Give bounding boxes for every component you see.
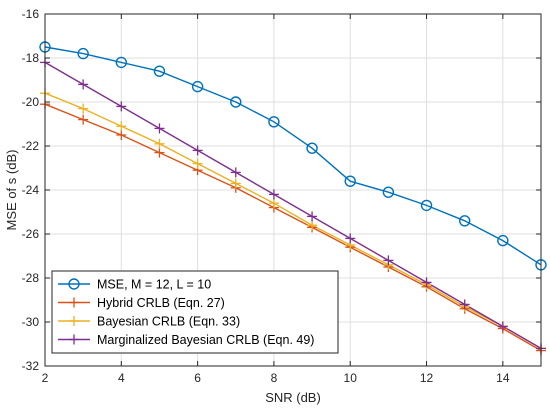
data-point-s3-12 [497, 321, 508, 332]
legend-label-3: Marginalized Bayesian CRLB (Eqn. 49) [97, 333, 314, 347]
y-tick-label: -16 [22, 7, 40, 21]
legend-label-1: Hybrid CRLB (Eqn. 27) [97, 296, 225, 310]
data-point-s0-2 [115, 56, 128, 69]
data-point-s0-1 [77, 47, 89, 60]
data-point-s3-1 [78, 79, 89, 90]
data-point-s0-11 [458, 215, 471, 227]
x-axis-label: SNR (dB) [265, 390, 321, 405]
data-point-s0-3 [153, 65, 166, 77]
series-line-3 [44, 61, 542, 350]
axis-ticks [44, 13, 541, 367]
data-point-s3-5 [230, 167, 241, 178]
data-point-s0-4 [191, 80, 204, 93]
y-tick-label: -32 [22, 359, 40, 373]
y-tick-label: -22 [22, 139, 40, 153]
legend-marker-3 [69, 334, 79, 345]
data-point-s3-9 [383, 255, 394, 266]
data-point-s3-7 [307, 211, 318, 222]
data-point-s0-6 [268, 116, 280, 128]
data-point-s3-2 [116, 101, 127, 112]
data-point-s0-9 [382, 186, 395, 198]
y-tick-label: -26 [22, 227, 40, 241]
x-tick-label: 12 [420, 371, 434, 385]
data-point-s2-3 [154, 138, 165, 149]
x-tick-label: 14 [496, 371, 510, 385]
data-point-s3-6 [268, 189, 279, 200]
y-tick-label: -30 [22, 315, 40, 329]
data-point-s0-8 [344, 175, 356, 187]
y-tick-label: -20 [22, 95, 40, 109]
x-tick-labels: 2 4 6 8 10 12 14 [42, 371, 510, 385]
legend-marker-1 [69, 297, 79, 308]
legend: MSE, M = 12, L = 10 Hybrid CRLB (Eqn. 27)… [51, 270, 339, 354]
data-point-s3-10 [421, 277, 432, 288]
data-point-s1-3 [154, 147, 165, 158]
legend-marker-2 [69, 316, 79, 326]
x-tick-label: 2 [42, 371, 49, 385]
data-point-s1-2 [116, 130, 127, 140]
x-tick-label: 6 [194, 371, 201, 385]
data-point-s2-1 [78, 103, 89, 114]
data-point-s3-3 [154, 123, 165, 134]
y-tick-labels: -16 -18 -20 -22 -24 -26 -28 -30 -32 [22, 7, 40, 373]
y-tick-label: -24 [22, 183, 40, 197]
series-line-2 [44, 92, 542, 350]
data-point-s1-1 [78, 114, 89, 125]
data-point-s2-2 [116, 121, 127, 132]
y-tick-label: -28 [22, 271, 40, 285]
data-point-s0-5 [230, 96, 242, 108]
x-tick-label: 8 [271, 371, 278, 385]
data-point-s2-4 [192, 158, 203, 169]
series-line-0 [44, 46, 542, 266]
y-axis-label: MSE of s (dB) [4, 150, 19, 231]
data-point-s0-12 [497, 234, 509, 247]
legend-label-2: Bayesian CRLB (Eqn. 33) [97, 315, 240, 329]
x-tick-label: 4 [118, 371, 125, 385]
data-point-s3-8 [345, 233, 356, 244]
data-point-s2-6 [268, 198, 279, 209]
legend-box [51, 270, 339, 354]
legend-label-0: MSE, M = 12, L = 10 [97, 278, 211, 292]
series-line-1 [44, 103, 542, 352]
data-point-s3-4 [192, 145, 203, 156]
x-tick-label: 10 [344, 371, 358, 385]
data-point-s2-7 [307, 220, 318, 231]
data-point-s3-11 [459, 299, 470, 310]
y-tick-label: -18 [22, 51, 40, 65]
data-point-s0-7 [306, 142, 318, 154]
data-point-s0-10 [420, 199, 433, 212]
legend-marker-0 [68, 278, 80, 290]
series-markers [39, 41, 547, 356]
series-lines [44, 46, 542, 352]
data-point-s2-5 [230, 178, 241, 189]
